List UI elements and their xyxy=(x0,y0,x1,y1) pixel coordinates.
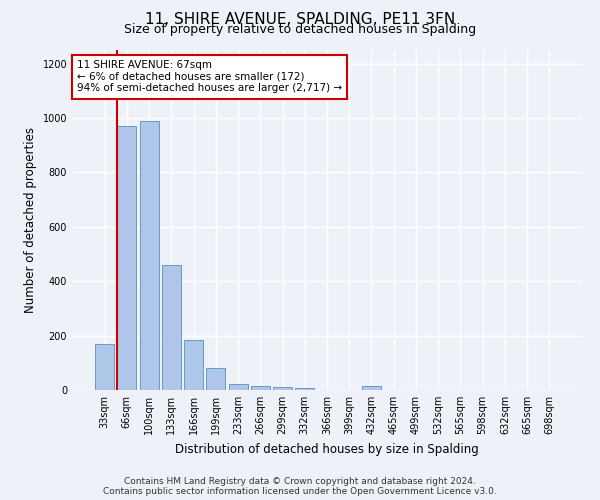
Bar xyxy=(295,388,314,390)
Text: 11, SHIRE AVENUE, SPALDING, PE11 3FN: 11, SHIRE AVENUE, SPALDING, PE11 3FN xyxy=(145,12,455,28)
X-axis label: Distribution of detached houses by size in Spalding: Distribution of detached houses by size … xyxy=(175,442,479,456)
Bar xyxy=(362,386,381,390)
Bar xyxy=(118,126,136,390)
Text: Size of property relative to detached houses in Spalding: Size of property relative to detached ho… xyxy=(124,22,476,36)
Bar xyxy=(140,120,158,390)
Y-axis label: Number of detached properties: Number of detached properties xyxy=(24,127,37,313)
Text: 11 SHIRE AVENUE: 67sqm
← 6% of detached houses are smaller (172)
94% of semi-det: 11 SHIRE AVENUE: 67sqm ← 6% of detached … xyxy=(77,60,342,94)
Bar xyxy=(273,387,292,390)
Bar xyxy=(184,340,203,390)
Bar xyxy=(206,368,225,390)
Text: Contains HM Land Registry data © Crown copyright and database right 2024.
Contai: Contains HM Land Registry data © Crown c… xyxy=(103,476,497,496)
Bar xyxy=(162,265,181,390)
Bar xyxy=(251,386,270,390)
Bar xyxy=(229,384,248,390)
Bar xyxy=(95,344,114,390)
